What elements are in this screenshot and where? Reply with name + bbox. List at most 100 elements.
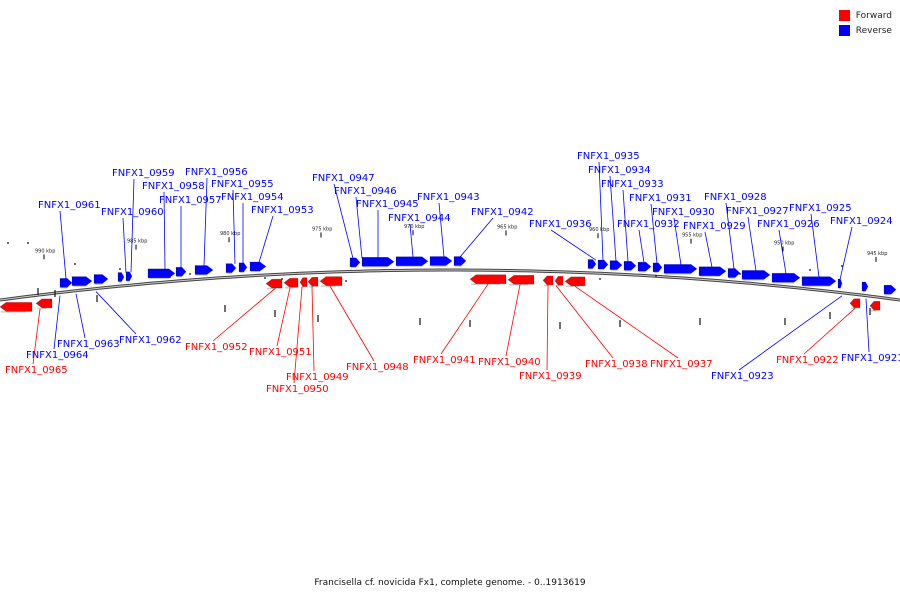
forward-leader-line: [803, 308, 856, 355]
forward-gene-label: FNFX1_0949: [286, 372, 349, 383]
forward-gene: [469, 274, 507, 285]
forward-gene: [307, 276, 319, 287]
forward-gene: [849, 298, 861, 309]
reverse-leader-line: [232, 189, 236, 264]
reverse-leader-line: [609, 175, 617, 262]
legend-label-forward: Forward: [855, 10, 892, 21]
forward-gene-label: FNFX1_0948: [346, 362, 409, 373]
forward-gene-label: FNFX1_0965: [5, 365, 68, 376]
reverse-leader-line: [75, 293, 86, 339]
reverse-leader-line: [163, 191, 166, 270]
forward-leader-line: [329, 285, 375, 362]
forward-gene: [0, 302, 33, 312]
reverse-gene: [587, 259, 597, 269]
reverse-gene: [117, 272, 125, 282]
forward-gene: [869, 300, 881, 311]
forward-gene-label: FNFX1_0922: [776, 355, 839, 366]
reverse-leader-line: [59, 210, 67, 279]
reverse-gene-label: FNFX1_0931: [629, 193, 692, 204]
forward-gene: [283, 277, 299, 288]
reverse-leader-line: [95, 291, 137, 335]
forward-leader-line: [555, 285, 614, 359]
reverse-gene-label: FNFX1_0925: [789, 203, 852, 214]
reverse-gene: [147, 268, 176, 279]
reverse-gene: [637, 261, 652, 272]
reverse-gene-label: FNFX1_0930: [652, 207, 715, 218]
reverse-gene-label: FNFX1_0944: [388, 213, 451, 224]
axis-tick-label: 975 kbp: [312, 226, 332, 232]
reverse-gene-label: FNFX1_0957: [159, 195, 222, 206]
axis-tick-label: 955 kbp: [682, 233, 702, 239]
reverse-leader-line: [810, 213, 820, 278]
reverse-gene: [225, 263, 237, 273]
forward-gene: [35, 298, 53, 309]
axis-tick-label: 985 kbp: [127, 239, 147, 245]
forward-gene-label: FNFX1_0938: [585, 359, 648, 370]
forward-gene-label: FNFX1_0950: [266, 384, 329, 395]
reverse-gene-label: FNFX1_0936: [529, 219, 592, 230]
reverse-leader-line: [409, 223, 414, 258]
reverse-leader-line: [704, 231, 713, 268]
reverse-leader-line: [203, 177, 208, 266]
reverse-leader-line: [122, 217, 127, 273]
axis-tick-label: 990 kbp: [35, 248, 55, 254]
legend-label-reverse: Reverse: [855, 25, 892, 36]
forward-leader-line: [546, 285, 549, 371]
reverse-leader-line: [130, 178, 135, 273]
reverse-gene: [194, 265, 214, 275]
reverse-gene: [663, 264, 698, 274]
axis-tick-label: 960 kbp: [589, 227, 609, 233]
forward-gene: [542, 275, 554, 286]
reverse-gene-label: FNFX1_0945: [356, 199, 419, 210]
reverse-leader-line: [258, 215, 274, 263]
reverse-leader-line: [865, 298, 870, 353]
reverse-gene: [238, 262, 248, 273]
reverse-leader-line: [622, 189, 629, 262]
forward-gene-label: FNFX1_0937: [650, 359, 713, 370]
legend-item-reverse: Reverse: [838, 23, 892, 38]
forward-gene-label: FNFX1_0939: [519, 371, 582, 382]
forward-leader-line: [311, 286, 315, 372]
forward-leader-line: [440, 283, 489, 355]
axis-tick-label: 945 kbp: [867, 251, 887, 257]
reverse-gene: [395, 256, 429, 267]
forward-gene: [564, 276, 586, 287]
reverse-leader-line: [747, 216, 757, 271]
forward-gene: [554, 275, 564, 286]
reverse-gene-label: FNFX1_0964: [26, 350, 89, 361]
reverse-gene: [771, 272, 801, 283]
reverse-leader-line: [53, 295, 61, 350]
reverse-leader-line: [638, 229, 645, 263]
reverse-gene-label: FNFX1_0924: [830, 216, 893, 227]
reverse-leader-line: [459, 217, 494, 258]
reverse-gene: [249, 261, 267, 272]
reverse-gene: [609, 260, 623, 270]
reverse-gene-label: FNFX1_0932: [617, 219, 680, 230]
forward-gene: [507, 274, 535, 285]
reverse-leader-line: [355, 196, 363, 259]
reverse-gene: [861, 281, 869, 292]
reverse-gene-label: FNFX1_0934: [588, 165, 651, 176]
forward-leader-line: [212, 288, 276, 342]
reverse-gene: [453, 256, 467, 266]
reverse-gene: [429, 256, 453, 266]
reverse-gene: [175, 266, 187, 277]
reverse-gene-label: FNFX1_0956: [185, 167, 248, 178]
reverse-gene: [349, 257, 361, 268]
backbone-highlight: [0, 269, 900, 301]
axis-tick-label: 965 kbp: [497, 224, 517, 230]
reverse-gene-label: FNFX1_0943: [417, 192, 480, 203]
reverse-gene: [698, 266, 727, 277]
reverse-leader-line: [438, 202, 445, 258]
reverse-gene-label: FNFX1_0963: [57, 339, 120, 350]
reverse-gene-label: FNFX1_0921: [841, 353, 900, 364]
axis-tick-label: 980 kbp: [220, 231, 240, 237]
reverse-gene-label: FNFX1_0958: [142, 181, 205, 192]
reverse-gene: [727, 268, 741, 278]
forward-gene-label: FNFX1_0951: [249, 347, 312, 358]
legend: Forward Reverse: [838, 8, 892, 38]
reverse-gene: [741, 270, 771, 280]
reverse-gene-label: FNFX1_0955: [211, 179, 274, 190]
